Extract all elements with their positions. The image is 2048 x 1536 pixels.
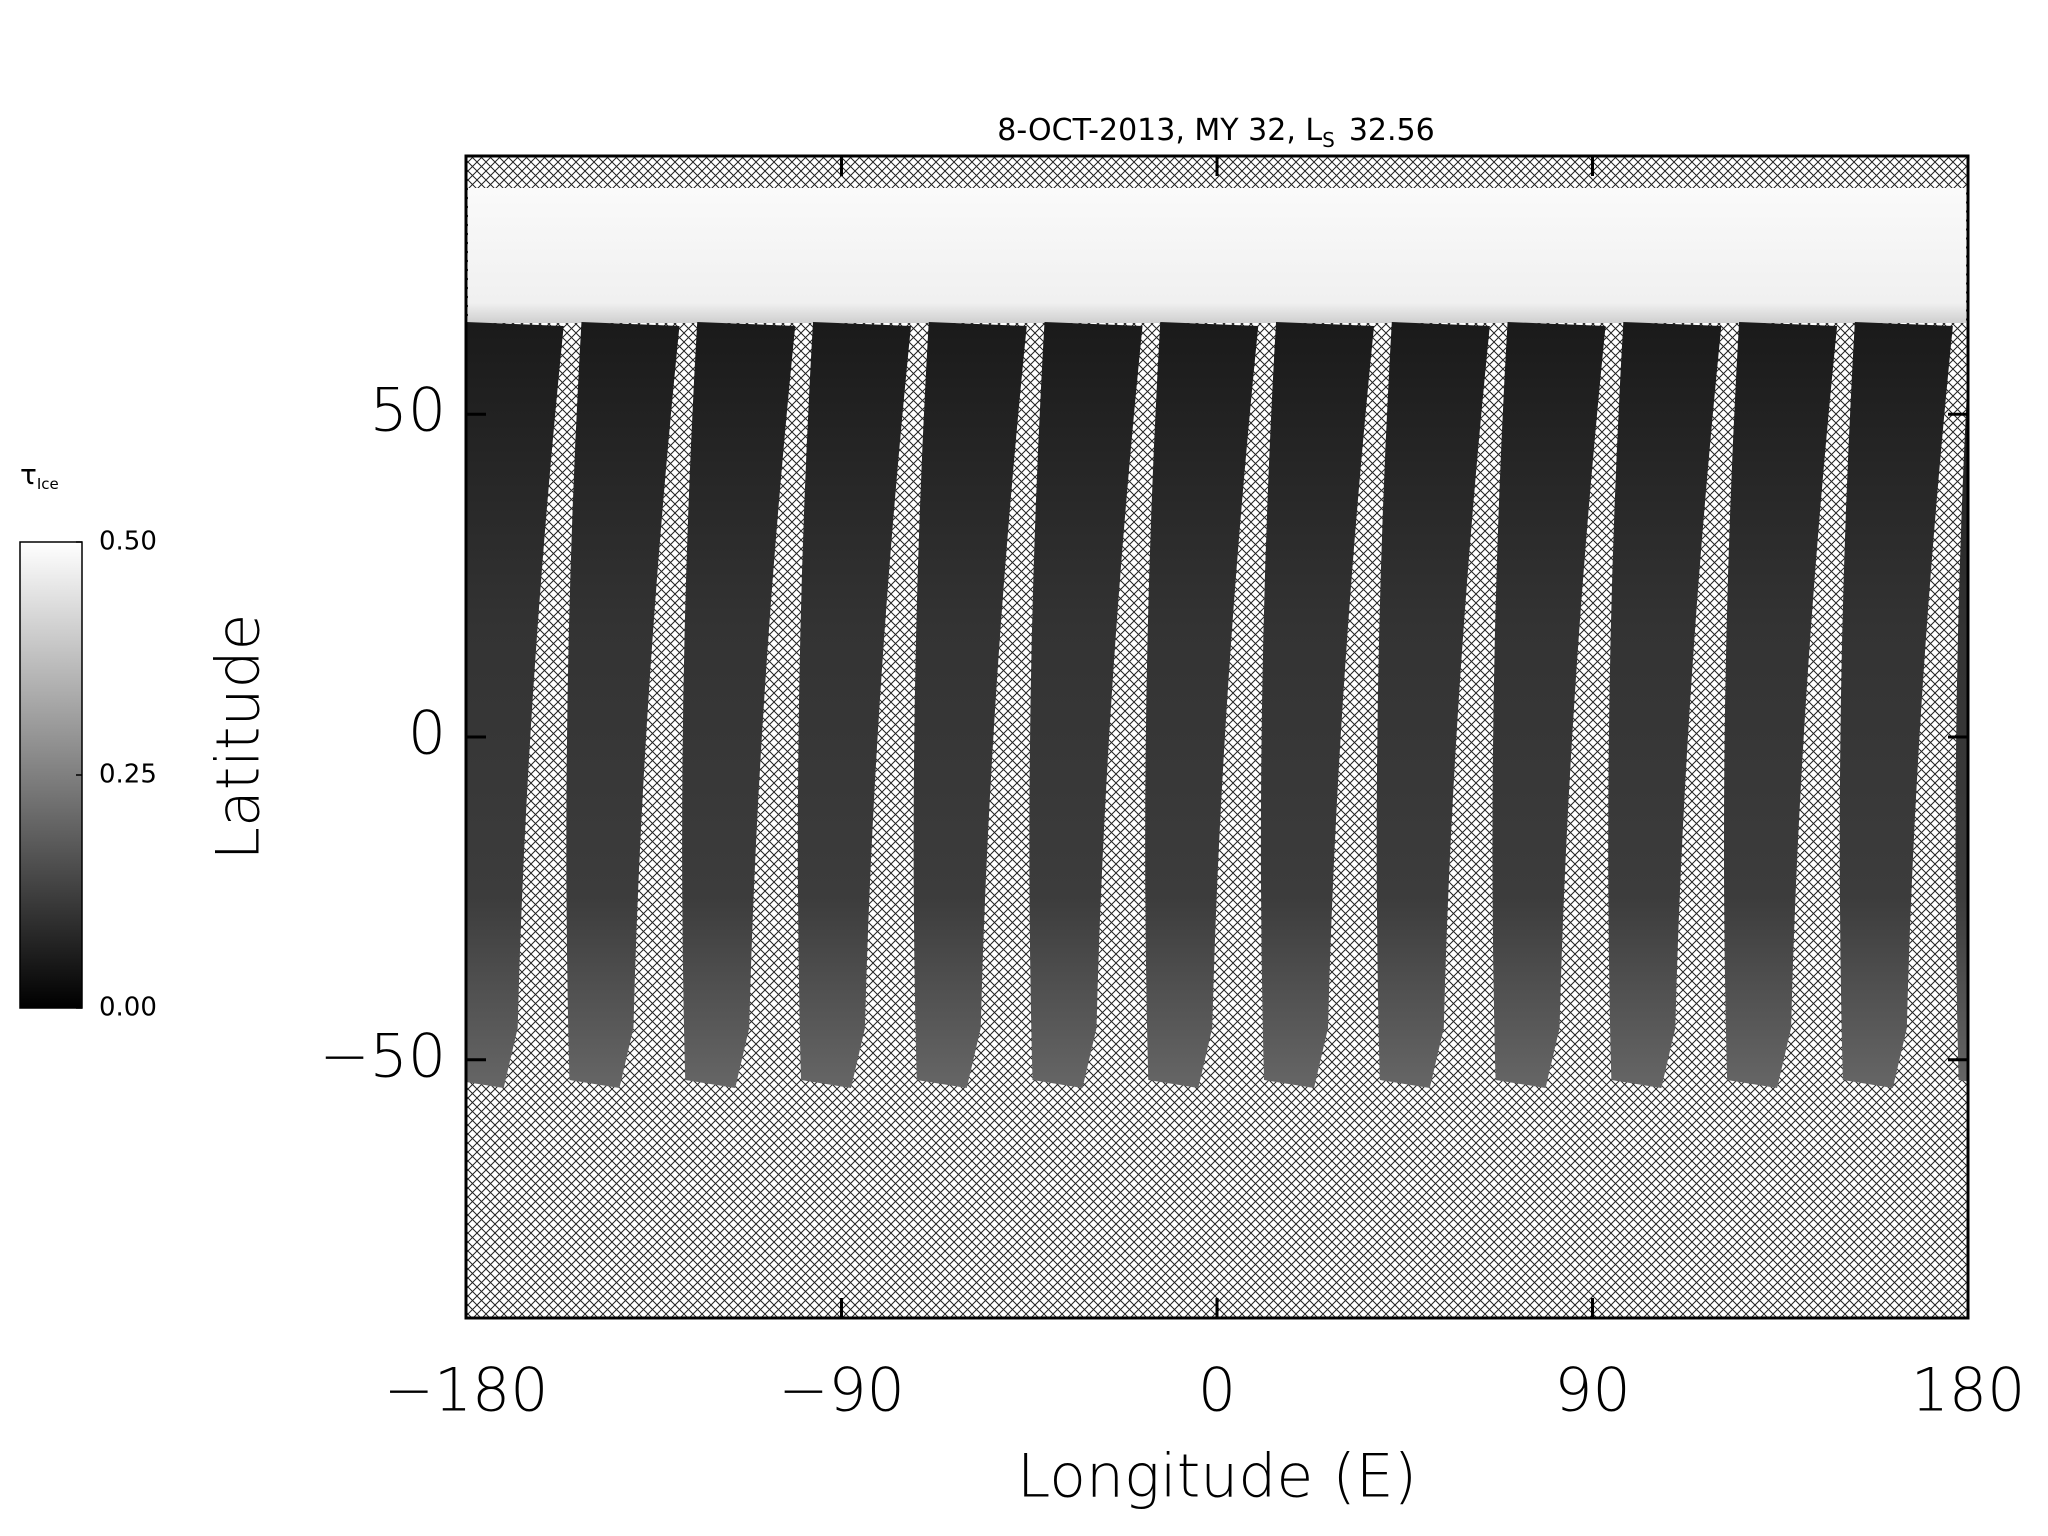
swath <box>682 322 796 1088</box>
swath <box>1260 322 1375 1088</box>
swath <box>1492 322 1606 1088</box>
polar-band <box>468 188 1966 323</box>
swath <box>466 322 564 1088</box>
colorbar-tick-label: 0.00 <box>99 993 157 1023</box>
colorbar-subscript: Ice <box>37 475 59 493</box>
colorbar-title: τIce <box>20 458 59 493</box>
swath <box>913 322 1027 1088</box>
title-text: 8-OCT-2013, MY 32, L <box>997 113 1322 148</box>
swath <box>1145 322 1259 1088</box>
y-tick-label: 50 <box>370 376 446 446</box>
x-tick-label: −90 <box>778 1356 905 1426</box>
y-tick-label: 0 <box>408 699 446 769</box>
x-tick-label: 0 <box>1198 1356 1236 1426</box>
swath <box>1839 322 1953 1088</box>
swath <box>1955 369 1968 1082</box>
y-axis-title: Latitude <box>204 614 274 861</box>
swath <box>1608 322 1722 1088</box>
y-tick-label: −50 <box>319 1021 446 1091</box>
swath <box>1723 322 1838 1088</box>
x-tick-label: 90 <box>1554 1356 1630 1426</box>
title-subscript: S <box>1322 128 1335 152</box>
x-tick-label: −180 <box>384 1356 549 1426</box>
swath <box>1376 322 1490 1088</box>
swath <box>797 322 911 1088</box>
swath <box>1029 322 1143 1088</box>
colorbar-tick-label: 0.25 <box>99 760 157 790</box>
colorbar <box>19 541 83 1009</box>
colorbar-tick-label: 0.50 <box>99 527 157 557</box>
x-axis-title: Longitude (E) <box>1017 1442 1417 1512</box>
plot-area <box>466 156 1968 1318</box>
x-tick-label: 180 <box>1911 1356 2026 1426</box>
title-value: 32.56 <box>1349 113 1435 148</box>
colorbar-label: τ <box>20 458 37 491</box>
chart-title: 8-OCT-2013, MY 32, LS 32.56 <box>997 113 1434 152</box>
swath <box>566 322 680 1088</box>
